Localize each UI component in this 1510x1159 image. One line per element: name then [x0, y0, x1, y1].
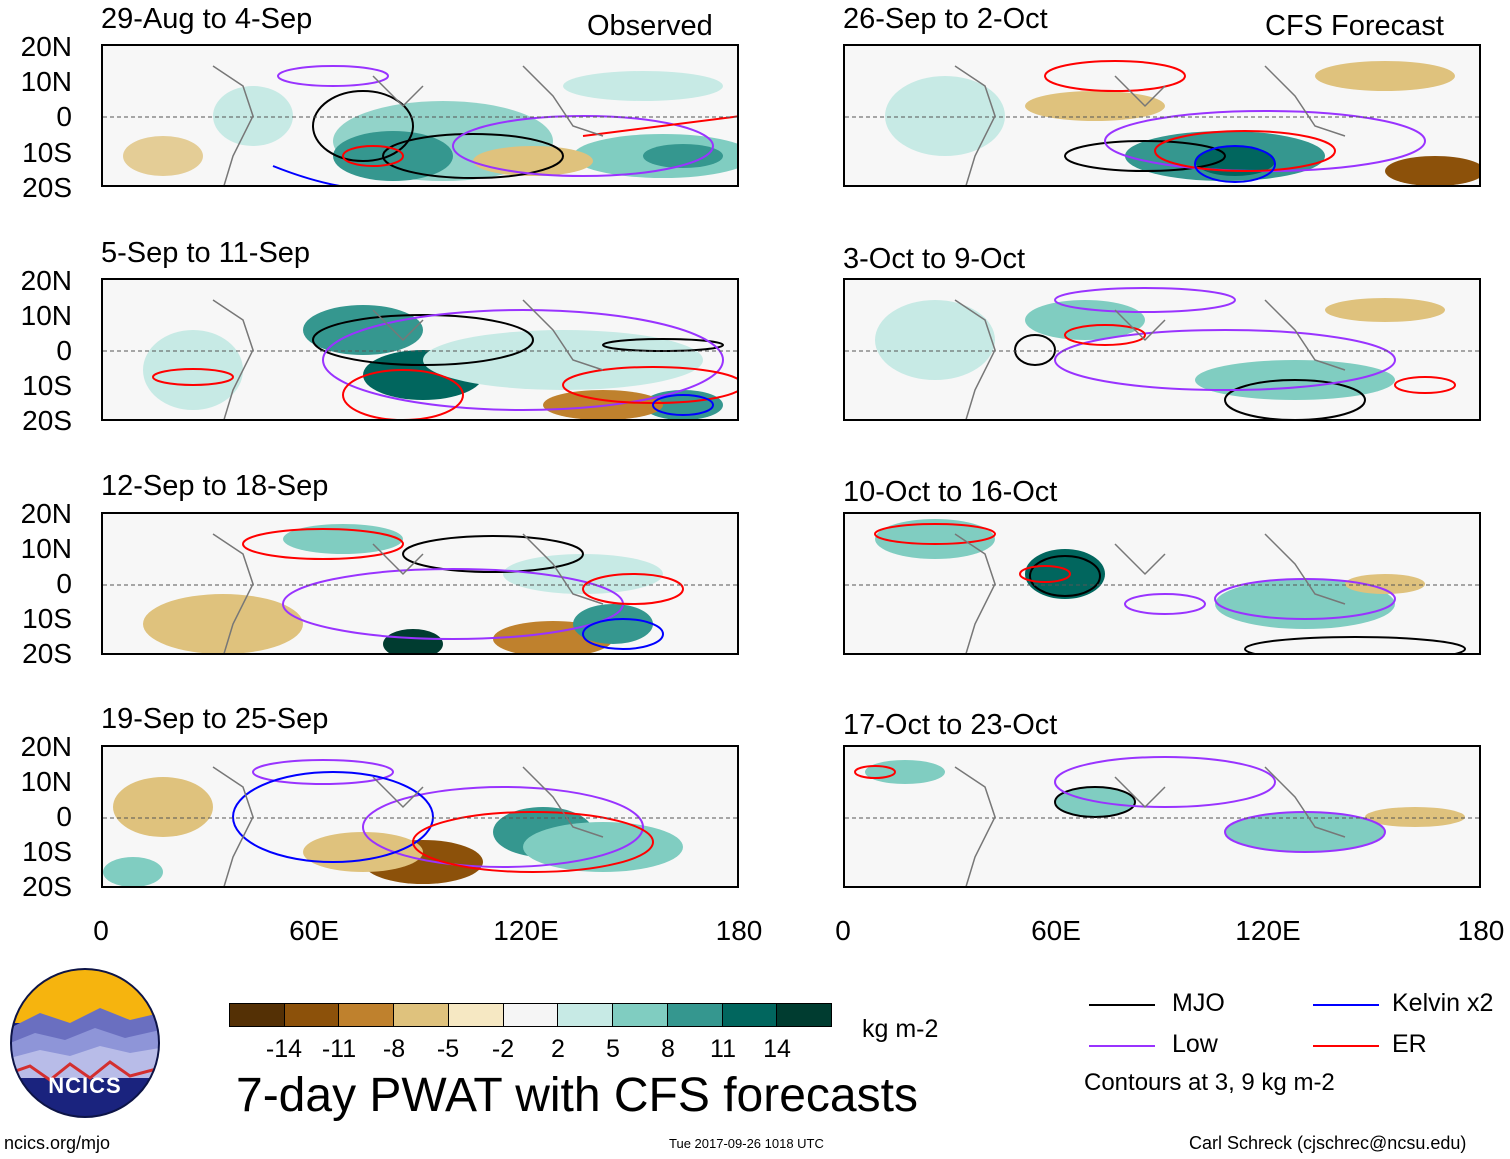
map-panel-obs-2	[101, 278, 739, 421]
colorbar-label: -8	[382, 1035, 406, 1063]
lat-label: 10S	[22, 603, 72, 634]
pwat-map-obs-3	[103, 524, 737, 653]
map-panel-fc-1	[843, 44, 1481, 187]
lon-label: 0	[93, 915, 109, 946]
pwat-map-fc-1	[845, 60, 1479, 185]
lon-label: 60E	[1031, 915, 1081, 946]
colorbar-label: 2	[551, 1035, 565, 1063]
colorbar-label: 8	[661, 1035, 675, 1063]
lat-label: 0	[56, 335, 72, 366]
lat-label: 10S	[22, 137, 72, 168]
cfs-forecast-label: CFS Forecast	[1265, 10, 1444, 42]
colorbar-label: -2	[491, 1035, 515, 1063]
panel-title-fc-1: 26-Sep to 2-Oct	[843, 3, 1048, 35]
colorbar-swatch	[393, 1004, 448, 1026]
pwat-map-fc-3	[845, 519, 1479, 653]
lon-label: 0	[835, 915, 851, 946]
lon-label: 120E	[1235, 915, 1301, 946]
panel-title-fc-3: 10-Oct to 16-Oct	[843, 476, 1058, 508]
panel-title-obs-4: 19-Sep to 25-Sep	[101, 703, 329, 735]
lat-label: 20S	[22, 638, 72, 669]
lat-label: 20N	[20, 265, 72, 296]
colorbar-swatch	[776, 1004, 832, 1026]
map-panel-fc-2	[843, 278, 1481, 421]
lon-label: 180	[715, 915, 763, 946]
legend-note: Contours at 3, 9 kg m-2	[1084, 1069, 1335, 1096]
footer-author: Carl Schreck (cjschrec@ncsu.edu)	[1189, 1133, 1467, 1153]
panel-title-obs-3: 12-Sep to 18-Sep	[101, 470, 329, 502]
colorbar-swatch	[283, 1004, 339, 1026]
colorbar-swatch	[230, 1004, 284, 1026]
pwat-map-obs-1	[103, 65, 737, 185]
pwat-map-fc-2	[845, 287, 1479, 419]
ncics-logo-text: NCICS	[48, 1073, 122, 1098]
lat-label: 10N	[20, 66, 72, 97]
colorbar-label: 11	[710, 1035, 736, 1063]
lat-label: 0	[56, 568, 72, 599]
panel-title-obs-1: 29-Aug to 4-Sep	[101, 3, 313, 35]
lat-label: 20S	[22, 405, 72, 436]
colorbar-swatch	[721, 1004, 777, 1026]
lat-label: 20S	[22, 172, 72, 203]
legend-swatch-er	[1313, 1045, 1379, 1047]
pwat-map-obs-2	[103, 299, 737, 419]
colorbar-label: 14	[763, 1035, 791, 1063]
lat-label: 10N	[20, 300, 72, 331]
colorbar-label: -5	[436, 1035, 460, 1063]
observed-label: Observed	[587, 10, 713, 42]
lon-label: 60E	[289, 915, 339, 946]
legend-label-kelvin: Kelvin x2	[1392, 989, 1494, 1017]
ncics-logo-graphic	[10, 968, 160, 1118]
lat-label: 20S	[22, 871, 72, 902]
pwat-map-fc-4	[845, 756, 1479, 886]
footer-website-link[interactable]: ncics.org/mjo	[4, 1133, 111, 1153]
map-panel-fc-4	[843, 745, 1481, 888]
legend-swatch-mjo	[1089, 1004, 1155, 1006]
colorbar-swatch	[502, 1004, 558, 1026]
lat-label: 10S	[22, 836, 72, 867]
pwat-map-obs-4	[103, 759, 737, 886]
lat-label: 20N	[20, 31, 72, 62]
lon-label: 180	[1457, 915, 1505, 946]
colorbar-label: -14	[265, 1035, 303, 1063]
footer-timestamp: Tue 2017-09-26 1018 UTC	[669, 1136, 824, 1151]
colorbar-label: 5	[606, 1035, 620, 1063]
lat-label: 10S	[22, 370, 72, 401]
legend-label-low: Low	[1172, 1030, 1218, 1058]
lat-label: 10N	[20, 766, 72, 797]
legend-label-er: ER	[1392, 1030, 1427, 1058]
panel-title-fc-2: 3-Oct to 9-Oct	[843, 243, 1026, 275]
lat-label: 20N	[20, 498, 72, 529]
legend-swatch-low	[1089, 1045, 1155, 1047]
legend-swatch-kelvin	[1313, 1004, 1379, 1006]
map-panel-fc-3	[843, 512, 1481, 655]
colorbar-swatch	[666, 1004, 722, 1026]
panel-title-obs-2: 5-Sep to 11-Sep	[101, 237, 311, 269]
colorbar-swatch	[557, 1004, 613, 1026]
colorbar-units: kg m-2	[862, 1015, 939, 1043]
colorbar	[229, 1003, 832, 1027]
colorbar-swatch	[612, 1004, 667, 1026]
map-panel-obs-4	[101, 745, 739, 888]
lat-label: 10N	[20, 533, 72, 564]
lat-label: 20N	[20, 731, 72, 762]
lat-label: 0	[56, 101, 72, 132]
colorbar-swatch	[447, 1004, 503, 1026]
colorbar-swatch	[338, 1004, 394, 1026]
map-panel-obs-1	[101, 44, 739, 187]
colorbar-label: -11	[321, 1035, 357, 1063]
ncics-logo[interactable]: NCICS	[10, 968, 160, 1118]
panel-title-fc-4: 17-Oct to 23-Oct	[843, 709, 1058, 741]
lon-label: 120E	[493, 915, 559, 946]
legend-label-mjo: MJO	[1172, 989, 1225, 1017]
figure-title: 7-day PWAT with CFS forecasts	[236, 1069, 918, 1122]
map-panel-obs-3	[101, 512, 739, 655]
lat-label: 0	[56, 801, 72, 832]
